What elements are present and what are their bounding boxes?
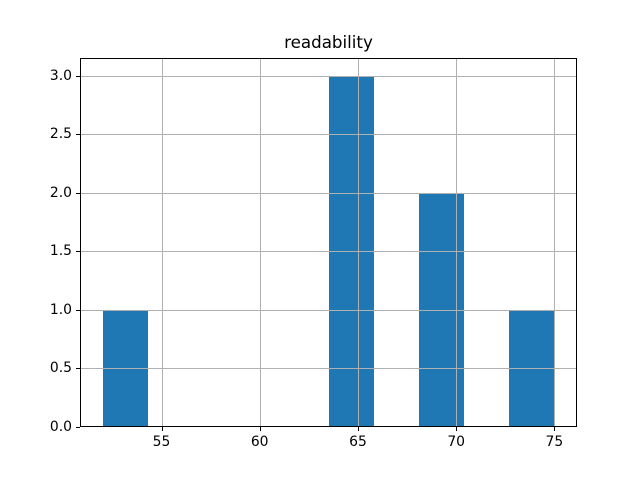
y-tick-label: 2.5 [49, 126, 72, 143]
gridline-vertical [358, 58, 359, 427]
gridline-vertical [456, 58, 458, 427]
y-tick-mark [76, 368, 80, 370]
y-tick-mark [76, 251, 80, 253]
y-tick-mark [76, 134, 80, 136]
x-tick-label: 75 [545, 434, 564, 450]
x-tick-mark [358, 427, 359, 431]
gridline-horizontal [80, 134, 577, 136]
y-tick-label: 0.5 [49, 360, 72, 377]
gridline-horizontal [80, 192, 577, 194]
y-tick-label: 1.0 [49, 301, 72, 318]
y-tick-mark [76, 75, 80, 77]
x-tick-label: 55 [152, 434, 171, 450]
x-tick-label: 60 [250, 434, 269, 450]
gridline-vertical [161, 58, 163, 427]
gridline-horizontal [80, 309, 577, 311]
chart-title: readability [284, 32, 373, 52]
y-tick-label: 1.5 [49, 243, 72, 260]
x-tick-label: 65 [349, 434, 367, 450]
gridline-vertical [554, 58, 556, 427]
x-tick-mark [259, 427, 261, 431]
gridline-horizontal [80, 75, 577, 77]
axes-frame [80, 58, 577, 427]
x-tick-mark [456, 427, 458, 431]
y-tick-mark [76, 427, 80, 428]
gridline-vertical [259, 58, 261, 427]
gridline-horizontal [80, 251, 577, 253]
y-tick-label: 3.0 [49, 67, 72, 84]
y-tick-label: 2.0 [49, 184, 72, 201]
y-tick-label: 0.0 [49, 419, 72, 435]
y-tick-mark [76, 192, 80, 194]
x-tick-mark [161, 427, 163, 431]
x-tick-mark [554, 427, 556, 431]
gridline-horizontal [80, 368, 577, 370]
y-tick-mark [76, 309, 80, 311]
x-tick-label: 70 [447, 434, 466, 450]
